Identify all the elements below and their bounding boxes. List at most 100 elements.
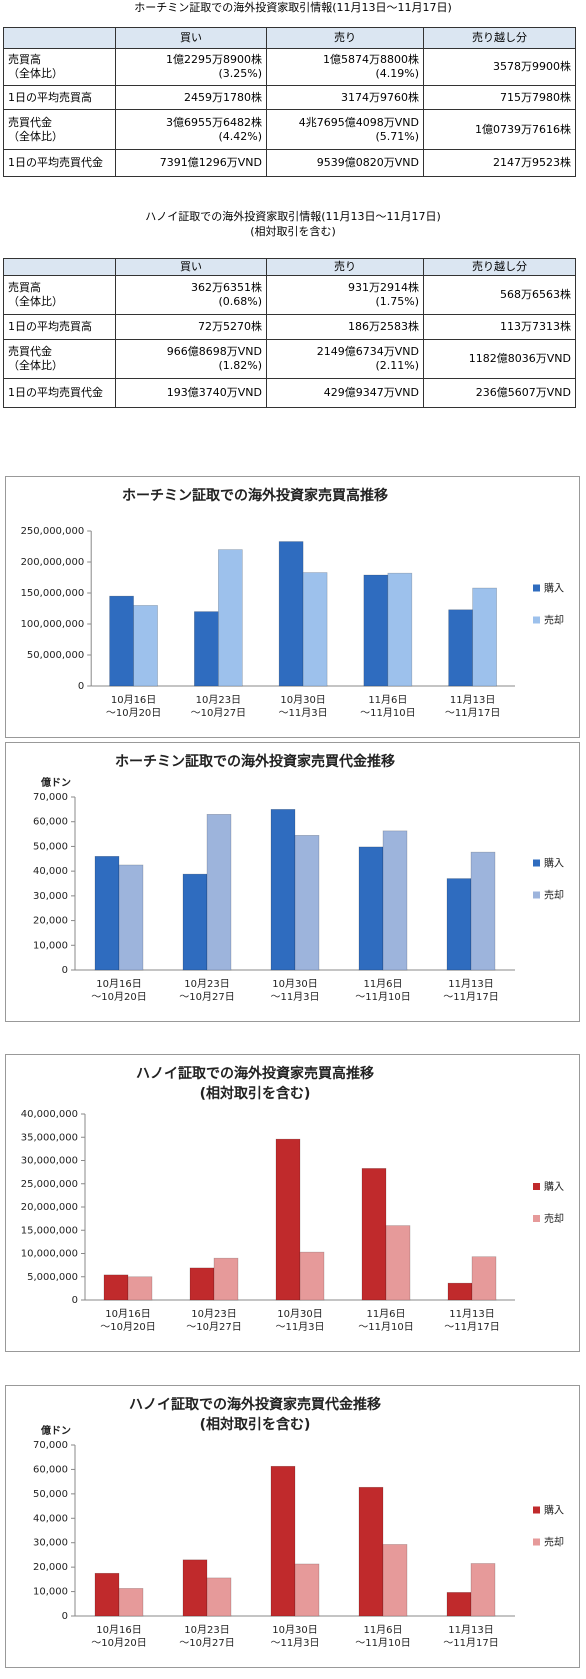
table-row: 1日の平均売買代金 7391億1296万VND 9539億0820万VND 2147万…: [3, 149, 576, 177]
cell: 2149億6734万VND (2.11%): [266, 339, 424, 379]
header-row: 買い 売り 売り越し分: [3, 258, 576, 276]
bar: [213, 1257, 239, 1301]
x-tick-label: ～11月17日: [443, 1637, 498, 1649]
bar: [382, 830, 408, 971]
cell-line: 966億8698万VND: [166, 345, 262, 358]
legend-swatch: [533, 859, 540, 867]
header-cell: 売り: [266, 258, 424, 276]
cell-line: 1億2295万8900株: [166, 53, 262, 66]
x-tick-label: ～10月20日: [91, 991, 146, 1003]
legend-label: 購入: [544, 1504, 564, 1517]
cell-line: (5.71%): [375, 129, 419, 143]
y-tick-label: 10,000: [33, 1587, 68, 1598]
title-line: ホーチミン証取での海外投資家取引情報(11月13日～11月17日): [134, 1, 452, 14]
cell-line: 3578万9900株: [493, 60, 571, 73]
cell-line: 売買高: [8, 53, 41, 66]
cell: 931万2914株 (1.75%): [266, 275, 424, 315]
table-row: 1日の平均売買高 2459万1780株 3174万9760株 715万7980株: [3, 85, 576, 110]
y-tick-label: 150,000,000: [21, 588, 85, 599]
bar: [448, 609, 473, 687]
header-cell: 買い: [115, 27, 267, 49]
table-title: ホーチミン証取での海外投資家取引情報(11月13日～11月17日): [0, 0, 586, 15]
data-table: 買い 売り 売り越し分 売買高 （全体比） 1億2295万8900株 (3.25%) 1億58…: [3, 27, 576, 177]
bar: [471, 1256, 497, 1301]
legend-swatch: [533, 1538, 540, 1546]
bar: [470, 1563, 496, 1617]
header-cell: 売り越し分: [423, 27, 576, 49]
cell-line: 72万5270株: [198, 320, 262, 333]
x-tick-label: 10月16日: [105, 1308, 150, 1320]
cell-line: 1日の平均売買高: [8, 90, 92, 104]
cell: 186万2583株: [266, 314, 424, 340]
x-tick-label: 11月6日: [366, 1308, 405, 1320]
cell-line: 2459万1780株: [184, 90, 262, 104]
cell-line: 1億0739万7616株: [475, 122, 571, 136]
bar: [189, 1267, 215, 1301]
y-tick-label: 0: [62, 1611, 68, 1622]
cell: 113万7313株: [423, 314, 576, 340]
cell-line: 1182億8036万VND: [468, 352, 571, 365]
y-tick-label: 35,000,000: [21, 1132, 78, 1143]
bar: [387, 572, 413, 687]
x-tick-label: ～11月10日: [355, 1637, 410, 1649]
bar: [118, 1588, 144, 1617]
y-tick-label: 40,000,000: [21, 1109, 78, 1120]
x-tick-label: 10月30日: [272, 1624, 317, 1636]
y-unit: 億ドン: [40, 776, 71, 789]
table-row: 1日の平均売買代金 193億3740万VND 429億9347万VND 236億560…: [3, 378, 576, 408]
x-tick-label: 10月23日: [196, 694, 241, 706]
cell: 9539億0820万VND: [266, 149, 424, 177]
cell-line: 429億9347万VND: [323, 386, 419, 399]
cell-line: （全体比）: [8, 129, 63, 143]
cell-line: 売買高: [8, 281, 41, 294]
y-tick-label: 30,000,000: [21, 1156, 78, 1167]
y-tick-label: 0: [78, 681, 84, 692]
y-tick-label: 60,000: [33, 1464, 68, 1475]
row-label: 1日の平均売買代金: [3, 378, 116, 408]
table-row: 売買高 （全体比） 1億2295万8900株 (3.25%) 1億5874万8800株(…: [3, 48, 576, 86]
y-tick-label: 30,000: [33, 1538, 68, 1549]
cell: 715万7980株: [423, 85, 576, 110]
x-tick-label: 10月16日: [96, 1624, 141, 1636]
bar: [302, 572, 328, 687]
legend-label: 購入: [544, 857, 564, 870]
cell-line: 362万6351株: [191, 281, 262, 294]
x-tick-label: 11月13日: [450, 694, 495, 706]
table-row: 1日の平均売買高 72万5270株 186万2583株 113万7313株: [3, 314, 576, 340]
row-label: 売買代金 （全体比）: [3, 109, 116, 150]
cell: 966億8698万VND (1.82%): [115, 339, 267, 379]
chart: ホーチミン証取での海外投資家売買高推移 0 50,000,000 100,000,00…: [5, 476, 580, 738]
chart-title: ホーチミン証取での海外投資家売買代金推移: [115, 753, 395, 770]
table-row: 売買代金 （全体比） 966億8698万VND (1.82%) 2149億6734万VN…: [3, 339, 576, 379]
y-tick-label: 250,000,000: [21, 526, 85, 537]
bar: [133, 605, 158, 687]
cell-line: 715万7980株: [500, 90, 571, 104]
cell: 362万6351株 (0.68%): [115, 275, 267, 315]
cell-line: 1億5874万8800株: [323, 53, 419, 66]
y-tick-label: 10,000: [33, 940, 68, 951]
x-tick-label: 10月23日: [191, 1308, 236, 1320]
bar: [94, 856, 120, 971]
cell: 3174万9760株: [266, 85, 424, 110]
cell-line: (4.42%): [218, 129, 262, 143]
y-tick-label: 40,000: [33, 866, 68, 877]
bar: [94, 1572, 120, 1617]
x-tick-label: ～11月3日: [270, 991, 319, 1003]
cell: 7391億1296万VND: [115, 149, 267, 177]
bar: [363, 574, 389, 687]
legend-swatch: [533, 1506, 540, 1514]
bar: [472, 587, 497, 687]
y-tick-label: 5,000,000: [27, 1272, 78, 1283]
bar: [358, 846, 384, 971]
cell-line: （全体比）: [8, 67, 63, 80]
cell-line: 売買代金: [8, 115, 52, 129]
cell-line: （全体比）: [8, 359, 63, 372]
cell: 3578万9900株: [423, 48, 576, 86]
legend-swatch: [533, 1183, 540, 1190]
legend-swatch: [533, 1215, 540, 1222]
y-tick-label: 30,000: [33, 891, 68, 902]
x-tick-label: ～11月17日: [445, 707, 500, 719]
chart-title: ホーチミン証取での海外投資家売買高推移: [122, 487, 388, 504]
chart: ハノイ証取での海外投資家売買代金推移 (相対取引を含む) 億ドン 0 10,000 20,…: [5, 1385, 580, 1668]
bar: [270, 809, 296, 971]
